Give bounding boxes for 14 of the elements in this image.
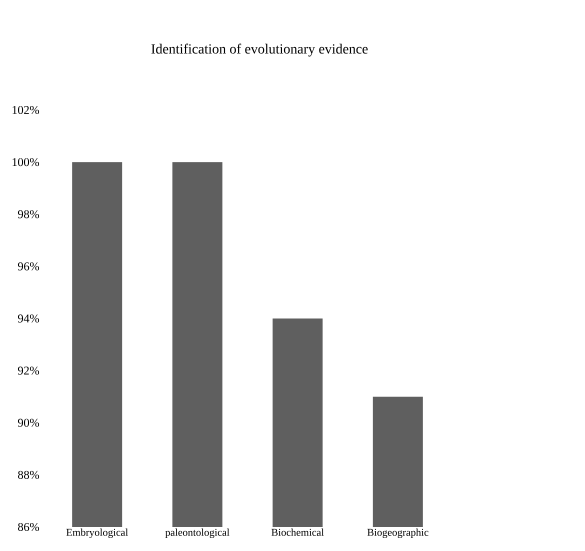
y-tick-label: 94%: [18, 314, 40, 323]
y-tick-label: 96%: [18, 262, 40, 270]
y-tick-label: 102%: [12, 106, 40, 114]
y-tick-label: 88%: [18, 470, 40, 479]
x-tick-label: Biochemical: [271, 528, 324, 536]
x-tick-label: Biogeographic: [367, 528, 428, 538]
x-tick-label: paleontological: [165, 528, 230, 538]
y-tick-label: 92%: [18, 366, 40, 375]
y-tick-label: 100%: [12, 158, 40, 166]
y-tick-label: 86%: [18, 522, 40, 532]
y-tick-label: 90%: [18, 418, 40, 427]
x-tick-label: Embryological: [66, 528, 128, 538]
chart-title: Identification of evolutionary evidence: [151, 44, 368, 57]
y-tick-label: 98%: [18, 210, 40, 218]
